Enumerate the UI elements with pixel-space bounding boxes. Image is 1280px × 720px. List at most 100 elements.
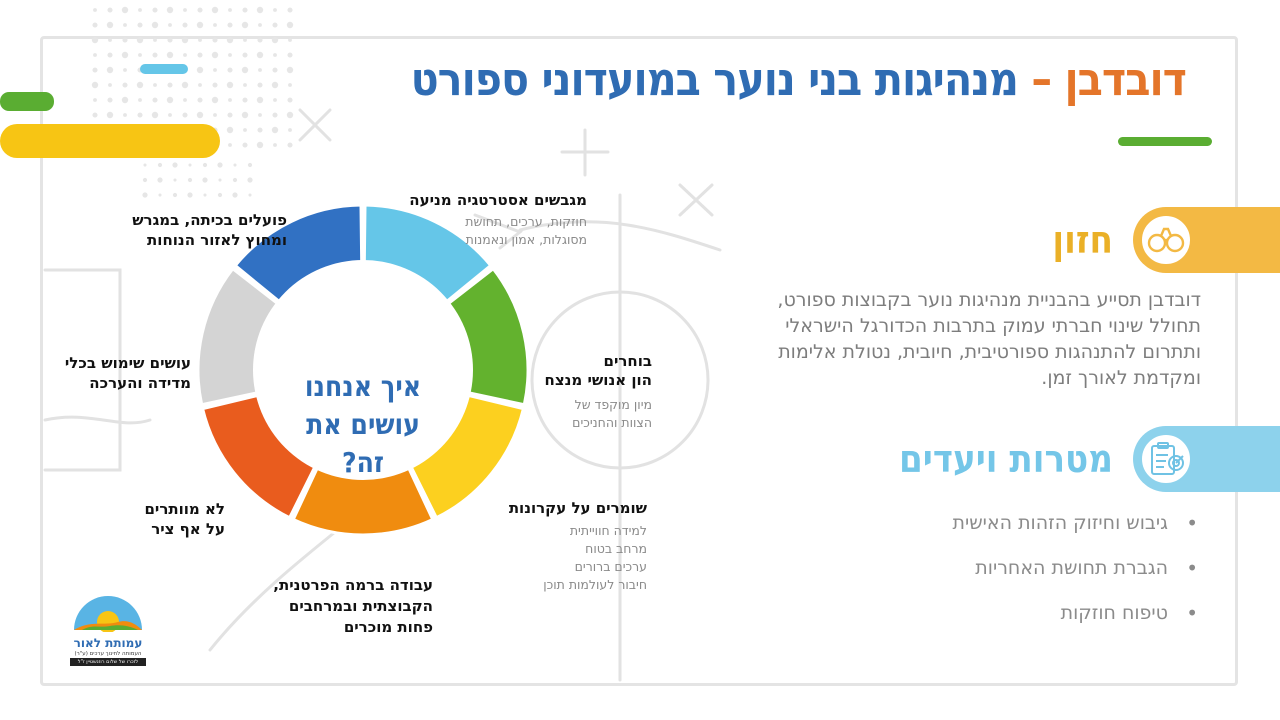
segment-label-comfort-zone: פועלים בכיתה, במגרש ומחוץ לאזור הנוחות xyxy=(87,210,287,250)
segment-label-line: מדידה והערכה xyxy=(89,374,191,392)
decor-dot xyxy=(137,22,143,28)
decor-dot xyxy=(92,22,98,28)
clipboard-target-icon xyxy=(1151,442,1184,475)
decor-dot xyxy=(197,97,203,103)
goal-item: גיבוש וחיזוק הזהות האישית xyxy=(818,509,1198,554)
decor-dot xyxy=(258,113,262,117)
decor-dot xyxy=(257,37,263,43)
decor-dot xyxy=(202,177,208,183)
decor-dot xyxy=(243,38,247,42)
decor-dot xyxy=(153,38,157,42)
decor-dot xyxy=(242,52,248,58)
decor-dot xyxy=(91,36,99,44)
segment-sub-human-capital: מיון מוקפד של הצוות והחניכים xyxy=(572,397,652,430)
decor-dot xyxy=(188,163,192,167)
decor-dot xyxy=(173,178,177,182)
decor-dot xyxy=(241,21,249,29)
decor-dot xyxy=(258,68,262,72)
decor-dot xyxy=(152,7,158,13)
title-rest: מנהיגות בני נוער במועדוני ספורט xyxy=(410,52,1019,106)
decor-dot xyxy=(288,128,292,132)
segment-label-line: עבודה ברמה הפרטנית, xyxy=(273,576,433,594)
decor-dot xyxy=(196,21,204,29)
decor-dot xyxy=(226,126,234,134)
decor-dot xyxy=(256,51,264,59)
decor-dot xyxy=(122,37,128,43)
decor-dot xyxy=(287,142,293,148)
tactics-board-sketch xyxy=(43,108,722,682)
decor-dot xyxy=(168,113,172,117)
binoculars-icon xyxy=(1147,227,1185,253)
decor-dot xyxy=(197,52,203,58)
decor-dot xyxy=(181,81,189,89)
principle-item: ערכים ברורים xyxy=(574,559,647,574)
decor-dot xyxy=(172,162,178,168)
decor-dot xyxy=(228,98,232,102)
goals-title: מטרות ויעדים xyxy=(898,437,1113,481)
decor-dot xyxy=(213,68,217,72)
decor-dot xyxy=(106,21,114,29)
segment-label-individual: עבודה ברמה הפרטנית, הקבוצתית ובמרחבים פח… xyxy=(203,575,433,638)
goals-icon-circle xyxy=(1140,433,1192,485)
decor-dot xyxy=(287,7,293,13)
decor-dot xyxy=(232,177,238,183)
decor-dot xyxy=(123,23,127,27)
decor-dot xyxy=(123,68,127,72)
decor-dot xyxy=(92,67,98,73)
decor-dot xyxy=(152,97,158,103)
decor-dot xyxy=(107,97,113,103)
decor-dot xyxy=(106,111,114,119)
sunrise-logo-graphic xyxy=(74,596,142,633)
title-underline xyxy=(1118,137,1212,146)
decor-dot xyxy=(217,192,223,198)
decor-dot xyxy=(121,51,129,59)
decor-dot xyxy=(158,193,162,197)
segment-label-human-capital: בוחרים הון אנושי מנצח xyxy=(492,352,652,390)
decor-dot xyxy=(93,53,97,57)
segment-label-line: עושים שימוש בכלי xyxy=(64,354,191,372)
decor-dot xyxy=(153,83,157,87)
decor-dot xyxy=(123,113,127,117)
decor-dot xyxy=(181,36,189,44)
decor-dot xyxy=(108,38,112,42)
decor-dot xyxy=(138,8,142,12)
decor-dot xyxy=(233,163,237,167)
principle-item: מרחב בטוח xyxy=(585,541,647,556)
decor-dot xyxy=(92,112,98,118)
decor-dot xyxy=(183,53,187,57)
decor-dot xyxy=(151,111,159,119)
decor-dot xyxy=(273,53,277,57)
decor-dot xyxy=(198,38,202,42)
process-ring-diagram xyxy=(196,203,530,537)
decor-dot xyxy=(166,51,174,59)
decor-dot xyxy=(136,36,144,44)
page-frame xyxy=(40,36,1238,686)
decor-dot xyxy=(166,6,174,14)
principle-item: למידה חווייתית xyxy=(569,523,647,538)
segment-label-strategy: מגבשים אסטרטגיה מניעה xyxy=(409,191,587,209)
decor-dot xyxy=(257,82,263,88)
decor-dot xyxy=(272,67,278,73)
decor-dot xyxy=(157,162,163,168)
decor-dot xyxy=(273,143,277,147)
decor-dot xyxy=(257,127,263,133)
decor-dot xyxy=(273,98,277,102)
decor-dot xyxy=(121,96,129,104)
logo-tagline: העמותה לחינוך ערכים (ע"ר) xyxy=(74,651,142,657)
decor-dot xyxy=(272,112,278,118)
decor-dot xyxy=(256,6,264,14)
decor-dot xyxy=(166,96,174,104)
yellow-accent-bar xyxy=(0,124,220,158)
segment-label-line: בוחרים xyxy=(603,352,653,370)
decor-dot xyxy=(256,141,264,149)
decor-dot xyxy=(196,111,204,119)
decor-dot xyxy=(217,162,223,168)
goals-list: גיבוש וחיזוק הזהות האישית הגברת תחושת הא… xyxy=(818,509,1198,644)
decor-dot xyxy=(213,23,217,27)
decor-dot xyxy=(287,52,293,58)
green-accent-bar xyxy=(0,92,54,111)
decor-dot xyxy=(152,52,158,58)
page-title: דובדבן – מנהיגות בני נוער במועדוני ספורט xyxy=(410,52,1187,106)
decor-dot xyxy=(122,82,128,88)
